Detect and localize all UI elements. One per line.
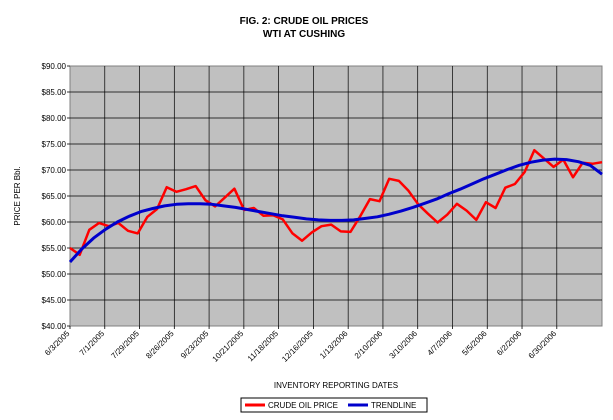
x-tick-label: 12/16/2005 [280, 329, 315, 364]
series-line-trendline [68, 157, 603, 264]
legend: CRUDE OIL PRICE TRENDLINE [240, 397, 428, 413]
x-tick-label: 7/29/2005 [109, 329, 141, 361]
legend-label-trendline: TRENDLINE [371, 401, 416, 410]
legend-box [240, 397, 428, 413]
y-axis-ticks: $40.00 $45.00 $50.00 $55.00 $60.00 $65.00 $70.… [42, 62, 70, 331]
legend-label-crude-oil-price: CRUDE OIL PRICE [268, 401, 338, 410]
y-tick-label: $80.00 [42, 114, 67, 123]
x-tick-label: 11/18/2005 [246, 329, 281, 364]
x-tick-label: 6/2/2006 [495, 329, 524, 358]
y-tick-label: $50.00 [42, 270, 67, 279]
y-tick-label: $60.00 [42, 218, 67, 227]
chart-subtitle: WTI AT CUSHING [263, 29, 345, 40]
x-tick-label: 10/21/2005 [211, 329, 246, 364]
x-tick-label: 1/13/2006 [318, 329, 350, 361]
y-tick-label: $40.00 [42, 322, 67, 331]
y-tick-label: $45.00 [42, 296, 67, 305]
y-tick-label: $65.00 [42, 192, 67, 201]
x-tick-label: 6/30/2006 [527, 329, 559, 361]
x-axis-ticks: 6/3/2005 7/1/2005 7/29/2005 8/26/2005 9/23/2… [43, 326, 559, 364]
x-tick-label: 5/5/2006 [460, 329, 489, 358]
x-tick-label: 9/23/2005 [179, 329, 211, 361]
y-tick-label: $70.00 [42, 166, 67, 175]
x-tick-label: 7/1/2005 [78, 329, 107, 358]
y-tick-label: $85.00 [42, 88, 67, 97]
x-tick-label: 3/10/2006 [388, 329, 420, 361]
x-tick-label: 2/10/2006 [353, 329, 385, 361]
y-tick-label: $55.00 [42, 244, 67, 253]
series-line-crude-oil-price [69, 148, 603, 257]
y-tick-label: $75.00 [42, 140, 67, 149]
x-tick-label: 4/7/2006 [426, 329, 455, 358]
chart-title: FIG. 2: CRUDE OIL PRICES [240, 16, 369, 27]
x-tick-label: 8/26/2005 [144, 329, 176, 361]
x-axis-label: INVENTORY REPORTING DATES [274, 381, 398, 390]
grid-lines [70, 66, 602, 326]
y-axis-label: PRICE PER Bbl. [13, 166, 22, 225]
y-tick-label: $90.00 [42, 62, 67, 71]
series-lines [68, 148, 603, 264]
x-tick-label: 6/3/2005 [43, 329, 72, 358]
